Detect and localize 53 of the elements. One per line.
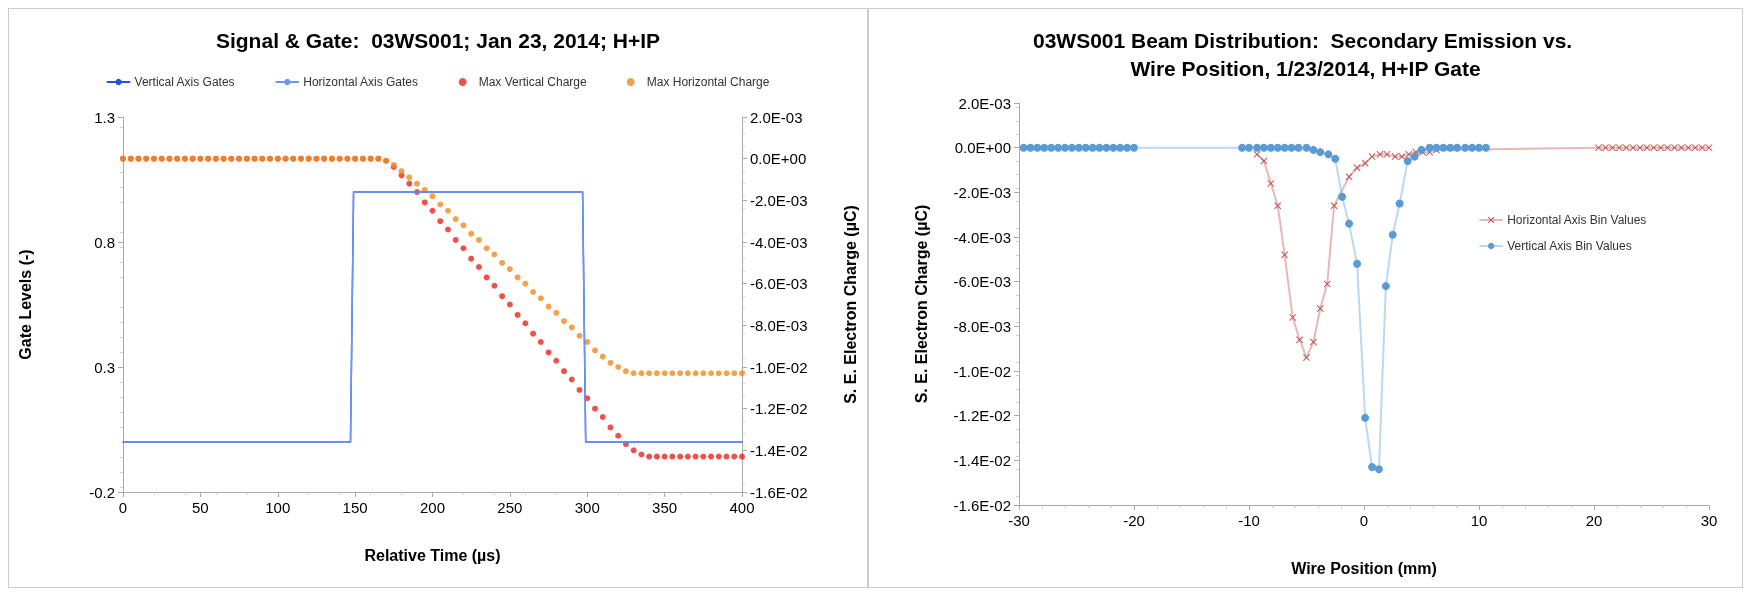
y2-tick-label: -6.0E-03 xyxy=(750,275,808,293)
y2-tick-label: -1.0E-02 xyxy=(750,358,808,376)
x-tick-label: 350 xyxy=(652,499,678,516)
x-tick-label: -10 xyxy=(1238,512,1260,529)
x-tick-label: 400 xyxy=(729,499,755,516)
legend-label: Vertical Axis Gates xyxy=(134,75,235,89)
y-tick-label: 1.3 xyxy=(94,108,115,126)
y-tick-label: -8.0E-03 xyxy=(953,317,1011,335)
legend-label: Vertical Axis Bin Values xyxy=(1507,239,1632,253)
y-tick-label: -1.2E-02 xyxy=(953,407,1011,425)
x-tick-label: 250 xyxy=(497,499,523,516)
x-tick-label: 200 xyxy=(419,499,446,516)
legend-label: Horizontal Axis Gates xyxy=(303,75,418,89)
y2-tick-label: 2.0E-03 xyxy=(750,108,803,126)
legend-label: Horizontal Axis Bin Values xyxy=(1507,213,1647,227)
y-tick-label: -2.0E-03 xyxy=(953,183,1011,201)
chart-title: Signal & Gate: 03WS001; Jan 23, 2014; H+IP xyxy=(215,28,661,52)
legend-label: Max Vertical Charge xyxy=(478,75,588,89)
x-tick-label: 50 xyxy=(192,499,209,516)
y-tick-label: -1.6E-02 xyxy=(953,496,1011,514)
y-tick-label: -4.0E-03 xyxy=(953,228,1011,246)
y-tick-label: -1.0E-02 xyxy=(953,362,1011,380)
x-tick-label: 100 xyxy=(265,499,291,516)
y2-tick-label: -8.0E-03 xyxy=(750,316,808,334)
y-tick-label: 0.0E+00 xyxy=(954,139,1011,157)
x-axis-title: Relative Time (µs) xyxy=(364,546,501,564)
y-tick-label: -6.0E-03 xyxy=(953,273,1011,291)
x-tick-label: 300 xyxy=(574,499,600,516)
x-tick-label: 150 xyxy=(342,499,368,516)
x-tick-label: 0 xyxy=(1359,512,1369,529)
y-tick-label: -1.4E-02 xyxy=(953,451,1011,469)
x-tick-label: 30 xyxy=(1700,512,1718,529)
y2-tick-label: -4.0E-03 xyxy=(750,233,808,251)
y2-tick-label: -2.0E-03 xyxy=(750,191,808,209)
y-tick-label: 0.3 xyxy=(94,358,115,376)
x-tick-label: 20 xyxy=(1585,512,1603,529)
x-tick-label: -20 xyxy=(1123,512,1145,529)
y2-tick-label: -1.2E-02 xyxy=(750,400,808,418)
y2-tick-label: -1.6E-02 xyxy=(750,483,808,501)
y-axis-title: Gate Levels (-) xyxy=(16,249,34,360)
y2-tick-label: 0.0E+00 xyxy=(750,150,807,168)
legend-label: Max Horizontal Charge xyxy=(646,75,770,89)
x-tick-label: 0 xyxy=(118,499,128,516)
y-tick-label: 0.8 xyxy=(94,233,115,251)
y-tick-label: -0.2 xyxy=(89,483,115,501)
y-axis-title: S. E. Electron Charge (µC) xyxy=(912,204,930,404)
y-tick-label: 2.0E-03 xyxy=(958,94,1011,112)
x-axis-title: Wire Position (mm) xyxy=(1291,559,1437,577)
chart-title: 03WS001 Beam Distribution: Secondary Emission vs. Wire Position, 1/23/2014, H+IP Gate xyxy=(1032,28,1579,80)
x-tick-label: 10 xyxy=(1470,512,1488,529)
y2-tick-label: -1.4E-02 xyxy=(750,441,808,459)
y2-axis-title: S. E. Electron Charge (µC) xyxy=(841,205,859,404)
x-tick-label: -30 xyxy=(1008,512,1030,529)
